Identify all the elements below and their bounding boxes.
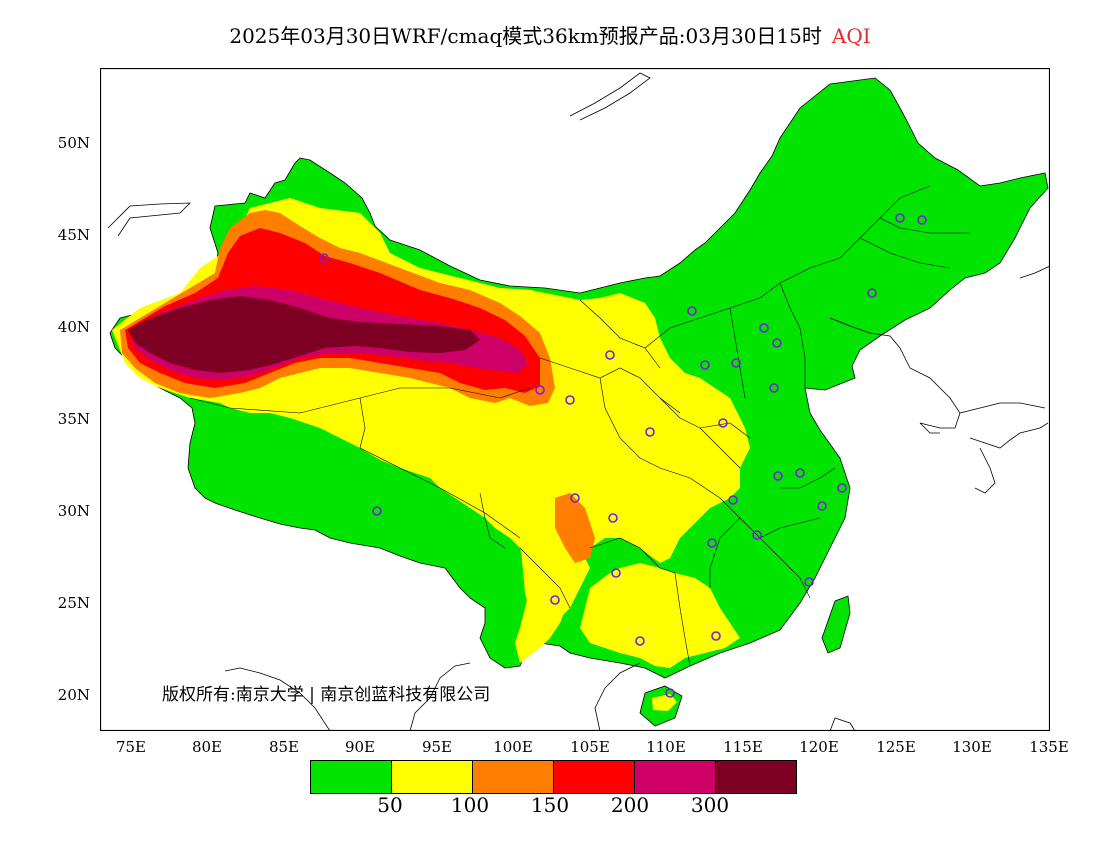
legend-label-300: 300 xyxy=(690,793,730,817)
lon-label-80e: 80E xyxy=(191,738,223,756)
lat-label-40n: 40N xyxy=(57,318,90,336)
lon-label-125e: 125E xyxy=(876,738,916,756)
coastlines xyxy=(107,72,1050,731)
region-yellow-south xyxy=(580,563,740,668)
station-markers xyxy=(319,213,927,698)
lat-label-50n: 50N xyxy=(57,134,90,152)
title-tag: AQI xyxy=(831,24,871,48)
region-maroon xyxy=(128,296,480,373)
lon-label-75e: 75E xyxy=(115,738,147,756)
lon-label-110e: 110E xyxy=(646,738,686,756)
lon-label-100e: 100E xyxy=(493,738,533,756)
lat-label-20n: 20N xyxy=(57,686,90,704)
lat-label-30n: 30N xyxy=(57,502,90,520)
lat-label-35n: 35N xyxy=(57,410,90,428)
legend-swatch-4 xyxy=(553,761,634,793)
province-boundaries xyxy=(189,185,970,667)
legend-swatch-5 xyxy=(634,761,715,793)
region-orange-sichuan xyxy=(555,493,595,563)
lon-label-105e: 105E xyxy=(570,738,610,756)
aqi-map-svg xyxy=(100,68,1050,731)
map-panel xyxy=(100,68,1050,731)
legend-colorbar xyxy=(310,760,797,794)
lat-label-45n: 45N xyxy=(57,226,90,244)
lat-label-25n: 25N xyxy=(57,594,90,612)
region-hainan-yellow xyxy=(652,694,677,711)
legend-swatch-1 xyxy=(311,761,391,793)
lon-label-120e: 120E xyxy=(799,738,839,756)
legend-label-200: 200 xyxy=(610,793,650,817)
lon-label-90e: 90E xyxy=(344,738,376,756)
legend-swatch-2 xyxy=(391,761,472,793)
legend-swatch-6 xyxy=(715,761,796,793)
lon-label-130e: 130E xyxy=(952,738,992,756)
legend-label-100: 100 xyxy=(450,793,490,817)
map-border xyxy=(100,68,1050,731)
title-main: 2025年03月30日WRF/cmaq模式36km预报产品:03月30日15时 xyxy=(229,24,822,48)
region-taiwan xyxy=(821,595,851,654)
lon-label-85e: 85E xyxy=(268,738,300,756)
lon-label-115e: 115E xyxy=(723,738,763,756)
legend-label-50: 50 xyxy=(377,793,403,817)
lon-label-95e: 95E xyxy=(421,738,453,756)
legend-swatch-3 xyxy=(472,761,553,793)
legend-label-150: 150 xyxy=(530,793,570,817)
map-title: 2025年03月30日WRF/cmaq模式36km预报产品:03月30日15时 A… xyxy=(0,20,1100,49)
lon-label-135e: 135E xyxy=(1029,738,1069,756)
copyright-text: 版权所有:南京大学 | 南京创蓝科技有限公司 xyxy=(162,685,491,705)
